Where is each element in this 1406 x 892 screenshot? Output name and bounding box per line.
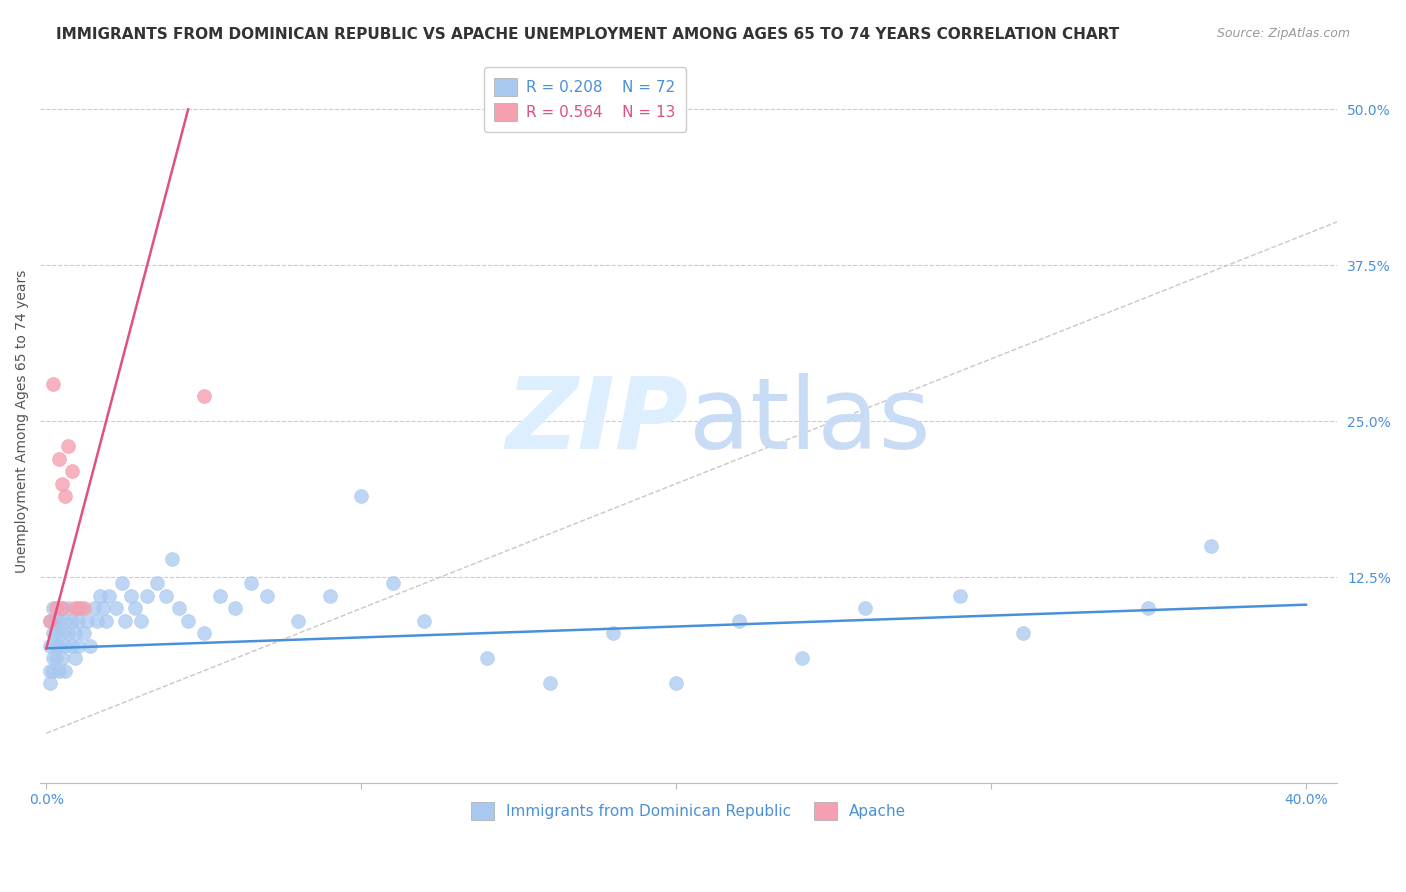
Point xyxy=(91,601,114,615)
Point xyxy=(98,589,121,603)
Point xyxy=(70,601,93,615)
Point xyxy=(853,601,876,615)
Point xyxy=(66,614,89,628)
Point xyxy=(89,589,111,603)
Point xyxy=(96,614,118,628)
Point xyxy=(477,651,499,665)
Point xyxy=(53,614,76,628)
Point xyxy=(948,589,970,603)
Point xyxy=(51,626,73,640)
Point xyxy=(51,601,73,615)
Point xyxy=(38,614,60,628)
Point xyxy=(240,576,263,591)
Point xyxy=(136,589,159,603)
Point xyxy=(256,589,278,603)
Point xyxy=(155,589,177,603)
Point xyxy=(48,614,70,628)
Point xyxy=(41,626,63,640)
Point xyxy=(1011,626,1033,640)
Text: Source: ZipAtlas.com: Source: ZipAtlas.com xyxy=(1216,27,1350,40)
Point xyxy=(51,651,73,665)
Legend: Immigrants from Dominican Republic, Apache: Immigrants from Dominican Republic, Apac… xyxy=(465,797,912,826)
Point xyxy=(53,639,76,653)
Point xyxy=(319,589,342,603)
Text: atlas: atlas xyxy=(689,373,931,470)
Point xyxy=(41,651,63,665)
Text: IMMIGRANTS FROM DOMINICAN REPUBLIC VS APACHE UNEMPLOYMENT AMONG AGES 65 TO 74 YE: IMMIGRANTS FROM DOMINICAN REPUBLIC VS AP… xyxy=(56,27,1119,42)
Point xyxy=(48,664,70,678)
Point xyxy=(45,651,67,665)
Text: ZIP: ZIP xyxy=(506,373,689,470)
Point xyxy=(538,676,561,690)
Point xyxy=(63,626,86,640)
Point xyxy=(38,676,60,690)
Point xyxy=(162,551,184,566)
Y-axis label: Unemployment Among Ages 65 to 74 years: Unemployment Among Ages 65 to 74 years xyxy=(15,269,30,573)
Point xyxy=(76,614,98,628)
Point xyxy=(53,664,76,678)
Point xyxy=(104,601,127,615)
Point xyxy=(38,664,60,678)
Point xyxy=(45,626,67,640)
Point xyxy=(224,601,246,615)
Point xyxy=(66,639,89,653)
Point xyxy=(114,614,136,628)
Point xyxy=(86,614,108,628)
Point xyxy=(208,589,231,603)
Point xyxy=(728,614,751,628)
Point xyxy=(83,601,105,615)
Point xyxy=(120,589,142,603)
Point xyxy=(73,626,96,640)
Point xyxy=(124,601,146,615)
Point xyxy=(111,576,134,591)
Point xyxy=(79,639,101,653)
Point xyxy=(41,601,63,615)
Point xyxy=(58,601,80,615)
Point xyxy=(413,614,436,628)
Point xyxy=(58,626,80,640)
Point xyxy=(51,476,73,491)
Point xyxy=(60,464,83,478)
Point xyxy=(45,639,67,653)
Point xyxy=(1201,539,1223,553)
Point xyxy=(193,389,215,403)
Point xyxy=(177,614,200,628)
Point xyxy=(38,639,60,653)
Point xyxy=(167,601,190,615)
Point xyxy=(41,376,63,391)
Point xyxy=(73,601,96,615)
Point xyxy=(381,576,404,591)
Point xyxy=(45,614,67,628)
Point xyxy=(66,601,89,615)
Point xyxy=(48,451,70,466)
Point xyxy=(63,651,86,665)
Point xyxy=(38,614,60,628)
Point xyxy=(193,626,215,640)
Point xyxy=(602,626,624,640)
Point xyxy=(1137,601,1160,615)
Point xyxy=(287,614,309,628)
Point xyxy=(53,489,76,503)
Point xyxy=(350,489,373,503)
Point xyxy=(790,651,813,665)
Point xyxy=(58,439,80,453)
Point xyxy=(45,601,67,615)
Point xyxy=(60,614,83,628)
Point xyxy=(48,639,70,653)
Point xyxy=(145,576,167,591)
Point xyxy=(665,676,688,690)
Point xyxy=(51,601,73,615)
Point xyxy=(63,601,86,615)
Point xyxy=(60,639,83,653)
Point xyxy=(129,614,152,628)
Point xyxy=(41,664,63,678)
